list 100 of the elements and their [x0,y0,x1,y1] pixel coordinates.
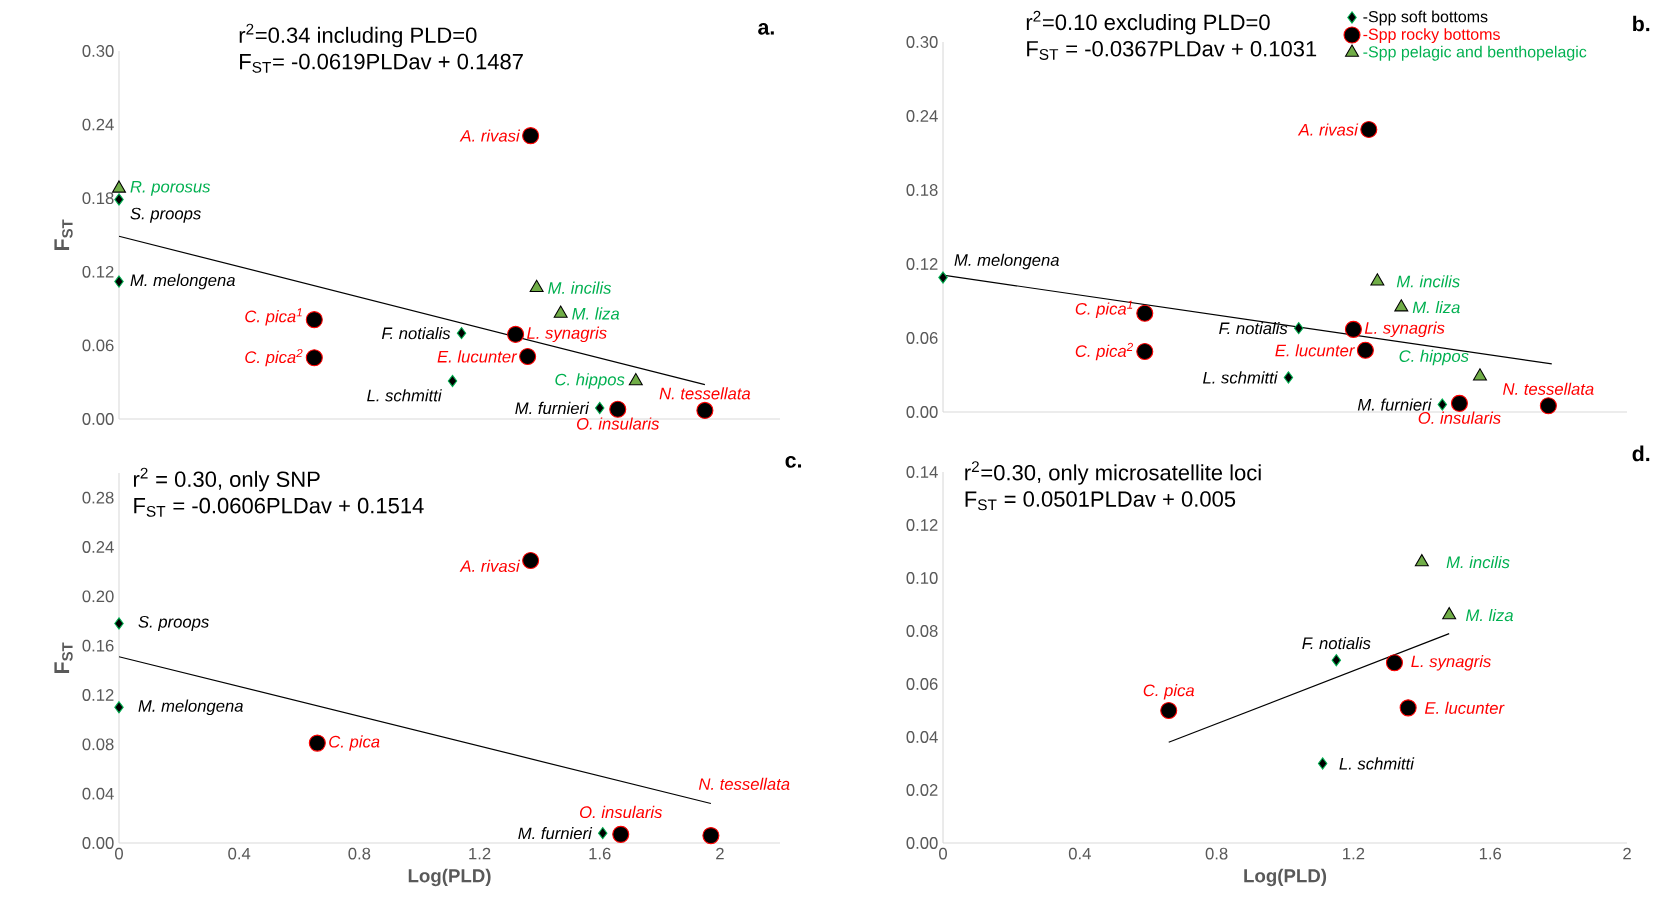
annotation: E. lucunter [1424,701,1505,714]
annotation: C. pica$^{2}$ [1075,342,1134,361]
point [1472,368,1487,381]
annotation: M. liza [572,307,620,320]
x-tick-label: 1.2 [1343,847,1365,860]
point [507,325,525,343]
y-axis-title: F$_{ST}$ [54,642,73,673]
y-tick-label: 0.18 [906,184,938,196]
annotation: M. liza [1412,301,1460,314]
point [1317,757,1328,770]
y-tick-label: 0.10 [906,572,938,584]
annotation: N. tessellata [698,777,790,790]
annotation: F$_{ST}$= -0.0619PLDav + 0.1487 [240,53,523,73]
point [612,825,630,843]
annotation: C. hippos [1399,349,1469,366]
annotation: E. lucunter [437,350,518,363]
annotation: A. rivasi [459,559,521,573]
annotation: S. proops [138,615,209,632]
annotation: N. tessellata [1503,382,1594,395]
point [1399,699,1417,717]
y-tick-label: 0.00 [82,837,114,849]
x-tick-label: 1.6 [589,847,611,860]
annotation: F. notialis [381,327,451,340]
point [522,127,540,145]
annotation: C. pica [1143,684,1195,700]
y-tick-label: 0.18 [82,192,114,205]
x-tick-label: 0.8 [1205,847,1228,860]
point [114,275,124,288]
annotation: A. rivasi [459,129,521,142]
x-tick-label: 0.8 [348,847,371,860]
chart-title: b. [1633,15,1650,32]
y-tick-label: 0.12 [82,265,114,278]
y-tick-label: 0.08 [82,738,114,751]
x-tick-label: 2 [716,847,724,860]
annotation: C. pica$^{1}$ [1075,300,1133,318]
point [1136,343,1154,361]
point [1331,654,1342,667]
point [447,374,458,388]
annotation: M. incilis [1446,555,1510,569]
y-tick-label: 0.12 [906,258,938,270]
point [305,311,323,329]
y-tick-label: 0.04 [82,787,114,800]
point [553,305,568,318]
annotation: F$_{ST}$ = 0.0501PLDav + 0.005 [965,491,1236,511]
point [1293,321,1304,335]
annotation: R. porosus [130,180,211,196]
y-tick-label: 0.06 [906,332,938,344]
y-tick-label: 0.00 [906,406,938,418]
y-tick-label: 0.04 [906,731,938,743]
point [628,372,643,386]
point [1370,273,1385,286]
annotation: E. lucunter [1275,344,1355,357]
x-tick-label: 1.6 [1479,847,1502,860]
point [522,552,540,570]
x-tick-label: 0 [115,847,123,860]
y-tick-label: 0.02 [906,784,938,796]
legend-label: -Spp soft bottoms [1363,10,1488,26]
annotation: M. liza [1465,608,1514,622]
annotation: M. melongena [130,273,235,290]
annotation: L. schmitti [1339,757,1415,770]
chart-title: c. [785,456,802,468]
annotation: L. schmitti [367,389,442,402]
annotation: M. furnieri [1357,398,1432,411]
text: r$^{2}$=0.34 including PLD=0 [239,23,477,48]
annotation: C. pica$^{2}$ [245,348,303,367]
y-tick-label: 0.30 [82,45,114,57]
point [594,401,605,415]
annotation: M. melongena [954,253,1059,270]
point [305,349,323,367]
point [1539,397,1557,415]
point [1136,304,1154,322]
y-tick-label: 0.08 [906,625,938,637]
point [1160,701,1178,720]
annotation: F. notialis [1302,636,1371,650]
point [1356,341,1374,359]
point [519,347,537,365]
point [114,193,124,206]
point [1283,371,1294,384]
y-tick-label: 0.24 [906,110,938,122]
annotation: O. insularis [1418,411,1501,424]
point [456,326,467,340]
point [114,701,124,714]
point [1385,654,1403,672]
x-tick-label: 0 [939,847,947,860]
legend-label: -Spp rocky bottoms [1363,28,1500,44]
y-tick-label: 0.00 [82,413,114,425]
annotation: C. pica [329,735,380,751]
chart-title: a. [758,23,774,35]
y-tick-label: 0.28 [82,491,114,504]
x-tick-label: 2 [1623,847,1631,860]
annotation: C. hippos [555,373,625,389]
y-tick-label: 0.06 [906,678,938,690]
y-tick-label: 0.00 [906,837,938,849]
y-tick-label: 0.24 [82,541,114,553]
point [112,180,127,193]
x-tick-label: 0.4 [228,847,251,860]
annotation: M. melongena [138,699,243,716]
x-axis-title: Log(PLD) [408,868,491,887]
annotation: F. notialis [1219,322,1288,335]
y-tick-label: 0.24 [82,118,114,131]
